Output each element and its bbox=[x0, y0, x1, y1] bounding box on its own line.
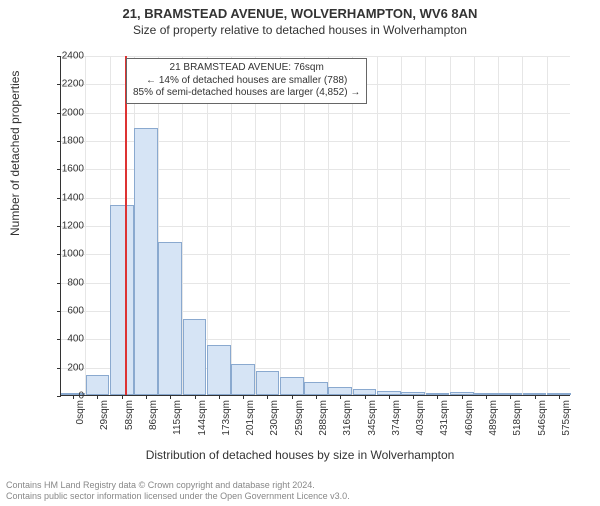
gridline-h bbox=[61, 113, 570, 114]
y-tick-label: 0 bbox=[44, 391, 84, 402]
x-tick-mark bbox=[97, 395, 98, 399]
legend-line1: 21 BRAMSTEAD AVENUE: 76sqm bbox=[133, 62, 360, 75]
footer-line2: Contains public sector information licen… bbox=[6, 491, 350, 502]
x-tick-mark bbox=[316, 395, 317, 399]
gridline-v bbox=[401, 56, 402, 395]
x-tick-label: 201sqm bbox=[245, 400, 256, 436]
x-tick-mark bbox=[292, 395, 293, 399]
chart-area: 21 BRAMSTEAD AVENUE: 76sqm← 14% of detac… bbox=[60, 56, 570, 426]
x-tick-label: 58sqm bbox=[124, 400, 135, 430]
marker-line bbox=[125, 56, 127, 395]
histogram-bar bbox=[328, 387, 352, 396]
y-tick-label: 1400 bbox=[44, 192, 84, 203]
gridline-v bbox=[231, 56, 232, 395]
histogram-bar bbox=[183, 319, 207, 396]
gridline-v bbox=[425, 56, 426, 395]
x-tick-mark bbox=[170, 395, 171, 399]
gridline-v bbox=[85, 56, 86, 395]
page-title: 21, BRAMSTEAD AVENUE, WOLVERHAMPTON, WV6… bbox=[0, 6, 600, 21]
footer-text: Contains HM Land Registry data © Crown c… bbox=[6, 480, 350, 502]
x-tick-label: 144sqm bbox=[197, 400, 208, 436]
legend-line2: ← 14% of detached houses are smaller (78… bbox=[133, 75, 360, 88]
x-tick-label: 173sqm bbox=[221, 400, 232, 436]
y-tick-label: 400 bbox=[44, 334, 84, 345]
gridline-v bbox=[280, 56, 281, 395]
x-tick-label: 316sqm bbox=[342, 400, 353, 436]
x-tick-label: 0sqm bbox=[75, 400, 86, 424]
histogram-bar bbox=[110, 205, 134, 395]
x-tick-mark bbox=[389, 395, 390, 399]
x-tick-label: 29sqm bbox=[99, 400, 110, 430]
x-tick-label: 546sqm bbox=[537, 400, 548, 436]
x-tick-mark bbox=[195, 395, 196, 399]
gridline-v bbox=[304, 56, 305, 395]
y-tick-label: 2400 bbox=[44, 51, 84, 62]
y-tick-label: 2000 bbox=[44, 107, 84, 118]
x-tick-mark bbox=[462, 395, 463, 399]
x-tick-label: 403sqm bbox=[415, 400, 426, 436]
footer-line1: Contains HM Land Registry data © Crown c… bbox=[6, 480, 350, 491]
plot-area: 21 BRAMSTEAD AVENUE: 76sqm← 14% of detac… bbox=[60, 56, 570, 396]
gridline-v bbox=[207, 56, 208, 395]
legend-box: 21 BRAMSTEAD AVENUE: 76sqm← 14% of detac… bbox=[126, 58, 367, 104]
gridline-h bbox=[61, 56, 570, 57]
y-tick-label: 800 bbox=[44, 277, 84, 288]
x-tick-mark bbox=[486, 395, 487, 399]
histogram-bar bbox=[304, 382, 328, 395]
histogram-bar bbox=[207, 345, 231, 395]
gridline-v bbox=[255, 56, 256, 395]
x-tick-label: 518sqm bbox=[512, 400, 523, 436]
histogram-bar bbox=[256, 371, 280, 395]
x-tick-mark bbox=[267, 395, 268, 399]
y-tick-label: 1200 bbox=[44, 221, 84, 232]
x-tick-label: 230sqm bbox=[269, 400, 280, 436]
y-tick-label: 1600 bbox=[44, 164, 84, 175]
x-tick-label: 259sqm bbox=[294, 400, 305, 436]
gridline-v bbox=[474, 56, 475, 395]
x-tick-label: 374sqm bbox=[391, 400, 402, 436]
x-tick-mark bbox=[340, 395, 341, 399]
x-tick-mark bbox=[146, 395, 147, 399]
y-axis-title: Number of detached properties bbox=[8, 71, 22, 236]
y-tick-label: 1000 bbox=[44, 249, 84, 260]
gridline-v bbox=[328, 56, 329, 395]
x-axis-title: Distribution of detached houses by size … bbox=[0, 448, 600, 462]
x-tick-mark bbox=[535, 395, 536, 399]
x-tick-label: 345sqm bbox=[367, 400, 378, 436]
gridline-v bbox=[547, 56, 548, 395]
x-tick-mark bbox=[510, 395, 511, 399]
gridline-v bbox=[498, 56, 499, 395]
x-tick-label: 115sqm bbox=[172, 400, 183, 435]
x-tick-mark bbox=[413, 395, 414, 399]
y-tick-label: 200 bbox=[44, 362, 84, 373]
page-subtitle: Size of property relative to detached ho… bbox=[0, 23, 600, 37]
x-tick-mark bbox=[219, 395, 220, 399]
y-tick-label: 2200 bbox=[44, 79, 84, 90]
gridline-v bbox=[450, 56, 451, 395]
y-tick-label: 1800 bbox=[44, 136, 84, 147]
x-tick-mark bbox=[122, 395, 123, 399]
histogram-bar bbox=[134, 128, 158, 395]
x-tick-label: 575sqm bbox=[561, 400, 572, 436]
x-tick-mark bbox=[559, 395, 560, 399]
x-tick-label: 489sqm bbox=[488, 400, 499, 436]
gridline-v bbox=[522, 56, 523, 395]
gridline-v bbox=[352, 56, 353, 395]
x-tick-label: 431sqm bbox=[439, 400, 450, 436]
x-tick-mark bbox=[243, 395, 244, 399]
y-tick-label: 600 bbox=[44, 306, 84, 317]
legend-line3: 85% of semi-detached houses are larger (… bbox=[133, 87, 360, 100]
histogram-bar bbox=[158, 242, 182, 395]
x-tick-mark bbox=[437, 395, 438, 399]
x-tick-label: 288sqm bbox=[318, 400, 329, 436]
x-tick-mark bbox=[365, 395, 366, 399]
x-tick-label: 460sqm bbox=[464, 400, 475, 436]
histogram-bar bbox=[280, 377, 304, 395]
gridline-v bbox=[377, 56, 378, 395]
x-tick-label: 86sqm bbox=[148, 400, 159, 430]
histogram-bar bbox=[86, 375, 110, 395]
histogram-bar bbox=[231, 364, 255, 395]
